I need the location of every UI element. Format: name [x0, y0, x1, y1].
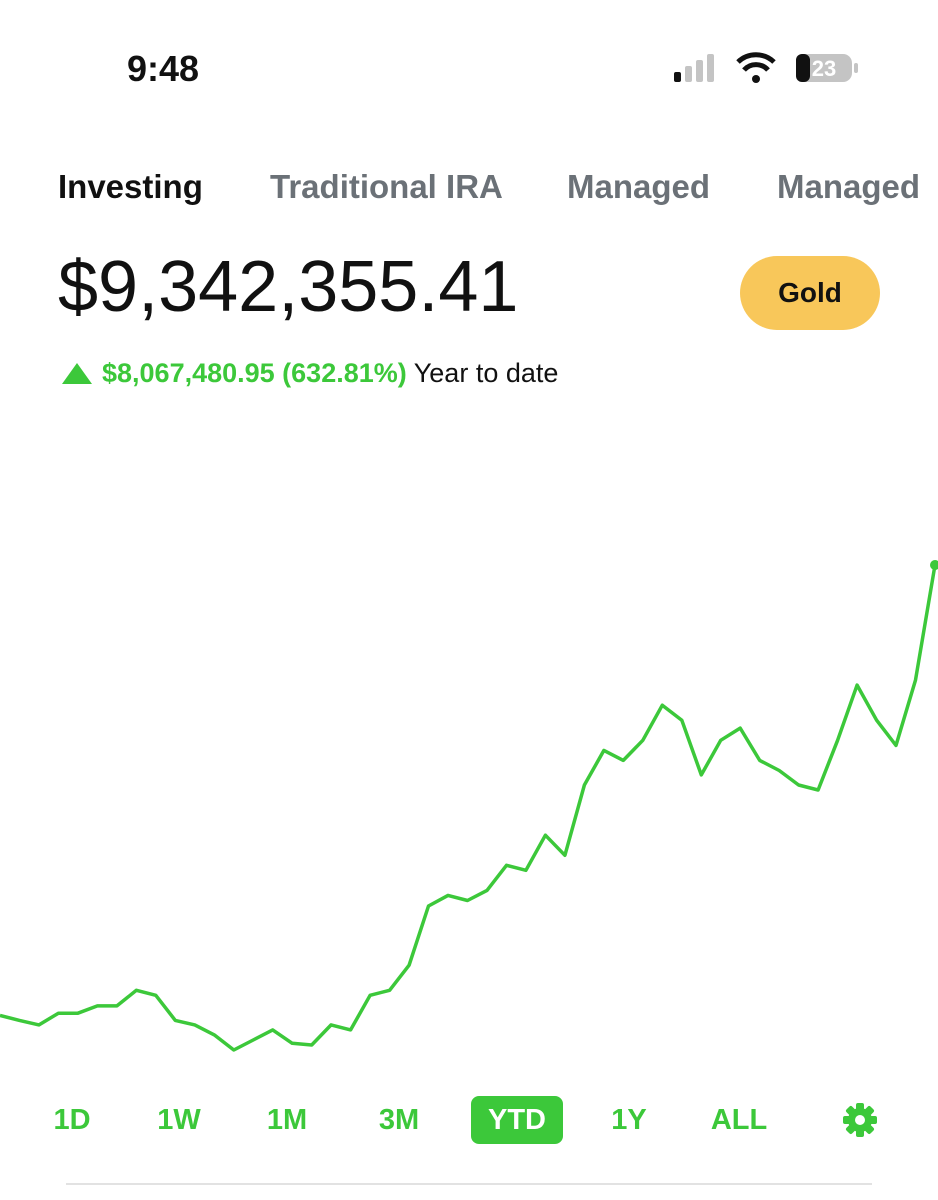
status-icons: 23	[674, 52, 858, 83]
balance: $9,342,355.41	[58, 247, 519, 327]
range-button[interactable]: 1Y	[583, 1096, 675, 1144]
gold-button[interactable]: Gold	[740, 256, 880, 330]
chart	[0, 560, 938, 1052]
range-button[interactable]: 1D	[26, 1096, 118, 1144]
end-dot	[930, 560, 938, 570]
tab[interactable]: Managed	[567, 168, 711, 205]
up-arrow	[62, 363, 92, 384]
divider	[66, 1183, 872, 1185]
range-button[interactable]: ALL	[693, 1096, 785, 1144]
tab[interactable]: Managed	[777, 168, 921, 205]
range-button[interactable]: 3M	[353, 1096, 445, 1144]
battery-level: 23	[812, 56, 836, 81]
change-row: $8,067,480.95 (632.81%) Year to date	[62, 358, 558, 389]
status-time: 9:48	[127, 48, 200, 89]
change-period: Year to date	[413, 358, 559, 388]
tab[interactable]: Traditional IRA	[270, 168, 503, 205]
range-button[interactable]: 1M	[241, 1096, 333, 1144]
tab[interactable]: Investing	[58, 168, 203, 205]
change-amount: $8,067,480.95 (632.81%)	[102, 358, 407, 388]
price-line	[0, 564, 937, 1052]
range-button[interactable]: YTD	[471, 1096, 563, 1144]
range-button[interactable]: 1W	[133, 1096, 225, 1144]
settings-icon[interactable]	[842, 1102, 878, 1138]
